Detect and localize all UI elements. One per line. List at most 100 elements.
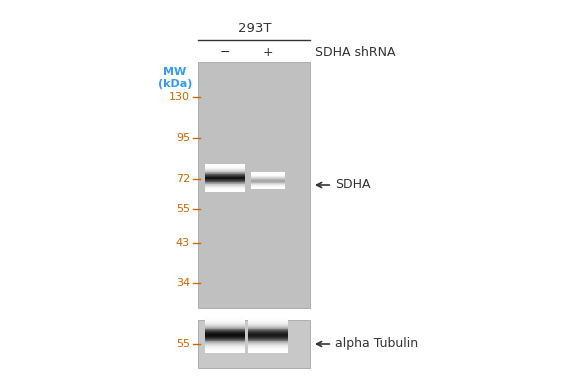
Bar [205,332,245,333]
Bar [205,348,245,349]
Bar [205,174,245,175]
Bar [248,335,288,336]
Text: 130: 130 [169,92,190,102]
Bar [205,351,245,352]
Bar [205,339,245,341]
Bar [248,352,288,353]
Bar [205,185,245,186]
Bar [248,320,288,321]
Bar [205,342,245,343]
Bar [205,328,245,330]
Bar [248,344,288,345]
Bar [251,180,285,181]
Bar [251,183,285,184]
Bar [205,170,245,171]
Bar [205,322,245,323]
Text: 72: 72 [176,174,190,184]
Bar [248,338,288,339]
Bar [251,181,285,182]
Bar [248,318,288,319]
Bar [248,321,288,322]
Bar [248,336,288,337]
Bar [251,176,285,177]
Bar [251,188,285,189]
Bar [205,337,245,338]
Bar [205,338,245,339]
Bar [205,324,245,325]
Bar [205,352,245,353]
Bar [205,172,245,173]
Bar [248,341,288,342]
Bar [248,328,288,330]
Bar [205,189,245,190]
Bar [205,336,245,337]
Bar [251,182,285,183]
Bar [205,184,245,185]
Bar [251,175,285,176]
Bar [205,319,245,320]
Bar [205,316,245,318]
Bar [205,327,245,328]
Text: 95: 95 [176,133,190,143]
Text: 293T: 293T [238,22,272,34]
Text: 34: 34 [176,278,190,288]
Bar [205,176,245,177]
Bar [205,165,245,166]
Bar [251,174,285,175]
Bar [205,325,245,326]
Bar [205,188,245,189]
Bar [248,347,288,348]
Text: 43: 43 [176,238,190,248]
Bar [205,330,245,331]
Bar [248,327,288,328]
Text: +: + [262,45,274,59]
Bar [248,333,288,334]
Bar [251,184,285,185]
Bar [205,173,245,174]
Bar [205,167,245,168]
Bar [205,334,245,335]
Bar [205,182,245,183]
Bar [205,350,245,351]
Bar [205,177,245,178]
Bar [205,347,245,348]
Bar [248,334,288,335]
Bar [205,343,245,344]
Bar [205,321,245,322]
Bar [205,181,245,182]
Bar [205,171,245,172]
Bar [248,316,288,318]
Bar [248,346,288,347]
Bar [205,178,245,179]
Bar [251,187,285,188]
Bar [205,346,245,347]
Bar [205,180,245,181]
Bar [205,164,245,165]
Bar [205,183,245,184]
Bar [205,186,245,187]
Text: SDHA: SDHA [317,178,371,192]
Bar [248,337,288,338]
Bar [248,324,288,325]
Bar [205,349,245,350]
Bar [248,342,288,343]
Bar [248,323,288,324]
Bar [248,349,288,350]
Bar [205,187,245,188]
Bar [248,351,288,352]
Bar [251,179,285,180]
Bar [205,326,245,327]
Bar [205,335,245,336]
Bar [205,175,245,176]
Text: alpha Tubulin: alpha Tubulin [317,338,418,350]
Bar [248,319,288,320]
Bar [251,186,285,187]
Text: MW: MW [164,67,187,77]
Bar [205,179,245,180]
Bar [205,190,245,191]
Text: 55: 55 [176,204,190,214]
Bar [198,62,310,308]
Bar [205,323,245,324]
Bar [248,345,288,346]
Bar [205,341,245,342]
